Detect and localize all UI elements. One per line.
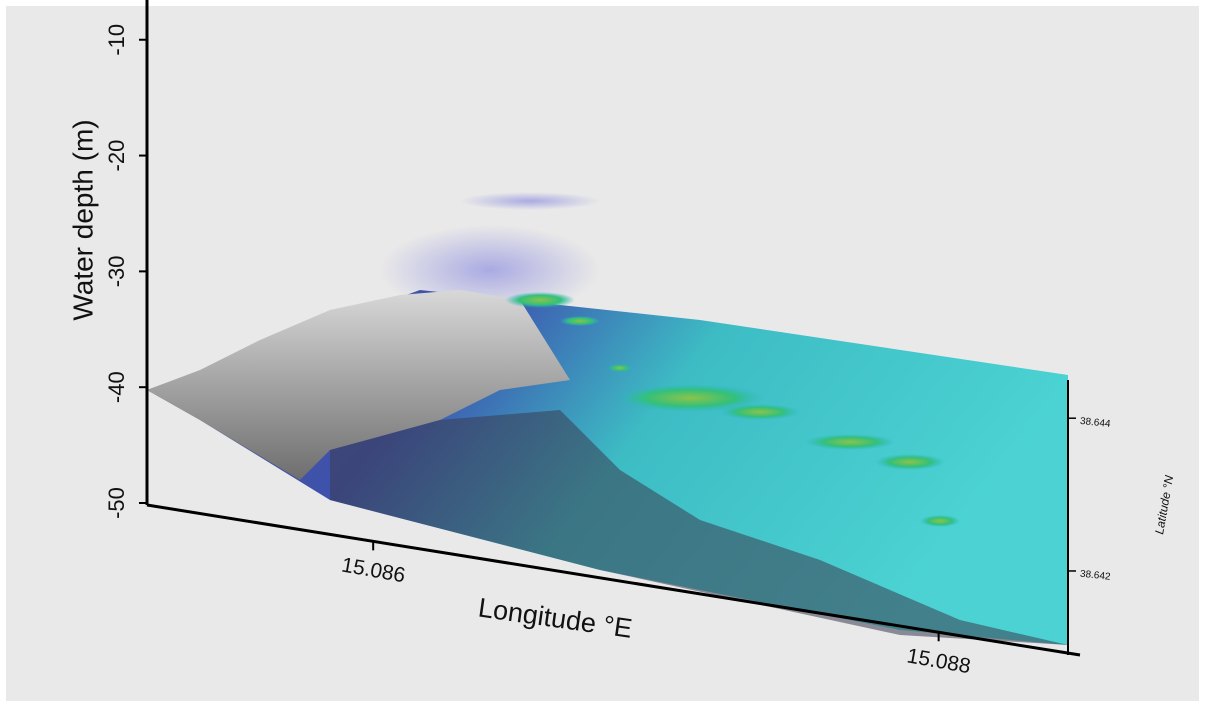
z-tick-label: -30 [104, 255, 129, 287]
y-tick-label: 38.642 [1079, 569, 1111, 583]
z-tick-label: -10 [104, 24, 129, 56]
x-axis [146, 503, 1081, 657]
axes [145, 0, 1081, 657]
z-tick-label: -50 [104, 487, 129, 519]
z-tick-label: -40 [104, 371, 129, 403]
z-tick-label: -20 [104, 140, 129, 172]
surface [147, 192, 1068, 645]
y-tick-label: 38.644 [1079, 416, 1111, 430]
z-axis-label: Water depth (m) [67, 119, 98, 320]
